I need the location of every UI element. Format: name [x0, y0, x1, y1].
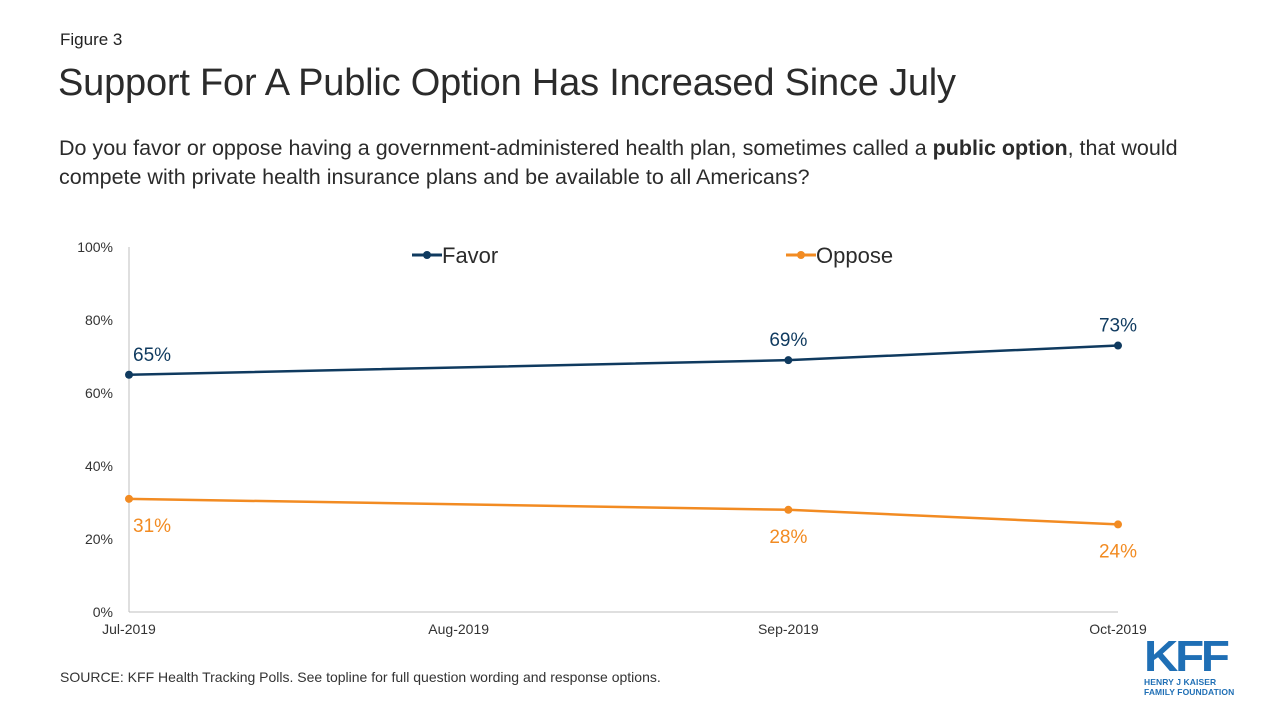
legend-item: Oppose: [786, 243, 893, 268]
question-text-bold: public option: [932, 136, 1068, 160]
x-tick-label: Jul-2019: [102, 621, 156, 637]
data-label: 73%: [1099, 316, 1137, 337]
x-tick-label: Oct-2019: [1089, 621, 1147, 637]
y-tick-label: 60%: [85, 385, 113, 401]
data-label: 65%: [133, 345, 171, 366]
data-point: [784, 505, 793, 514]
source-note: SOURCE: KFF Health Tracking Polls. See t…: [60, 669, 661, 685]
y-tick-label: 20%: [85, 531, 113, 547]
series-line: [128, 497, 1119, 526]
data-label: 24%: [1099, 541, 1137, 562]
chart-title: Support For A Public Option Has Increase…: [58, 62, 956, 104]
data-point: [784, 356, 793, 365]
chart-series: 65% 69% 73% 31% 28% 24%: [125, 316, 1137, 562]
legend-swatch-marker: [797, 251, 805, 259]
x-tick-label: Aug-2019: [428, 621, 489, 637]
figure-label: Figure 3: [60, 30, 123, 49]
data-point: [125, 494, 133, 503]
data-point: [1114, 341, 1122, 350]
survey-question: Do you favor or oppose having a governme…: [59, 134, 1239, 192]
data-label: 69%: [769, 330, 807, 351]
kff-logo-line1: HENRY J KAISER: [1144, 677, 1217, 687]
series-oppose: 31% 28% 24%: [125, 494, 1137, 562]
data-label: 28%: [769, 527, 807, 548]
kff-logo: KFF HENRY J KAISER FAMILY FOUNDATION: [1144, 635, 1240, 698]
legend-swatch-marker: [423, 251, 431, 259]
chart-axes: 0% 20% 40% 60% 80% 100% Jul-2019 Aug-2019 Sep-20…: [77, 239, 1147, 637]
y-tick-label: 40%: [85, 458, 113, 474]
kff-logo-line2: FAMILY FOUNDATION: [1144, 687, 1235, 697]
legend-item: Favor: [412, 243, 498, 268]
y-tick-label: 100%: [77, 239, 113, 255]
series-line: [128, 344, 1119, 376]
data-label: 31%: [133, 516, 171, 537]
kff-logo-mark: KFF: [1144, 632, 1230, 681]
legend-label: Favor: [442, 243, 498, 268]
series-favor: 65% 69% 73%: [125, 316, 1137, 379]
y-tick-label: 80%: [85, 312, 113, 328]
question-text-after: , that would compete with private health…: [59, 136, 1178, 189]
chart-legend: Favor Oppose: [412, 243, 893, 268]
data-point: [125, 370, 133, 379]
question-text-before: Do you favor or oppose having a governme…: [59, 136, 933, 160]
data-point: [1114, 520, 1122, 529]
y-tick-label: 0%: [93, 604, 113, 620]
x-tick-label: Sep-2019: [758, 621, 819, 637]
legend-label: Oppose: [816, 243, 893, 268]
